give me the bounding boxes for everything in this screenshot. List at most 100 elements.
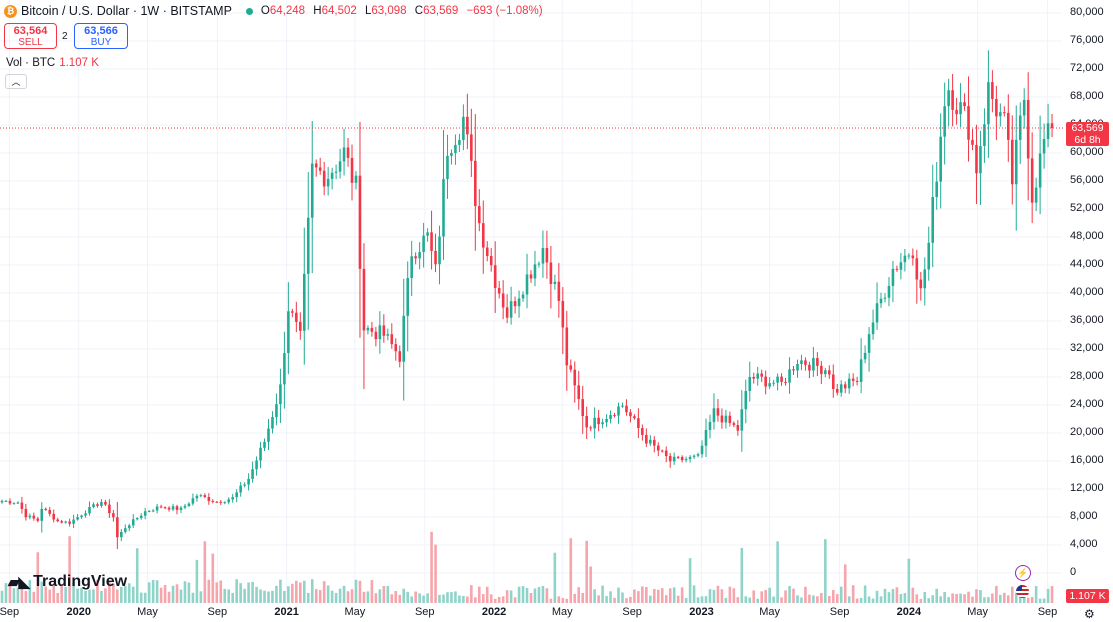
candle-body <box>748 376 752 391</box>
tradingview-logo[interactable]: ▰◣ TradingView <box>8 573 127 591</box>
volume-bar <box>175 584 179 603</box>
event-lightning-icon[interactable]: ⚡ <box>1015 565 1031 581</box>
candle-body <box>231 497 234 500</box>
symbol-title[interactable]: Bitcoin / U.S. Dollar · 1W · BITSTAMP <box>21 4 232 18</box>
volume-bar <box>828 596 831 603</box>
candle-body <box>434 250 437 265</box>
candle-body <box>601 422 604 425</box>
volume-bar <box>227 589 231 603</box>
candle-body <box>820 365 823 375</box>
candle-body <box>517 298 521 307</box>
candle-body <box>991 82 994 100</box>
volume-bar <box>517 586 521 603</box>
candle-body <box>891 268 895 286</box>
candle-body <box>342 147 346 162</box>
candle-body <box>855 380 859 382</box>
time-tick-label: May <box>137 606 158 618</box>
candle-body <box>943 106 946 137</box>
time-tick-label: May <box>967 606 988 618</box>
volume-bar <box>529 593 533 603</box>
ohlc-high: 64,502 <box>321 5 357 17</box>
volume-bar <box>104 588 107 603</box>
volume-bar <box>935 588 938 603</box>
candle-body <box>716 408 720 416</box>
volume-bar <box>684 598 688 603</box>
volume-bar <box>963 594 966 603</box>
volume-bar <box>251 581 254 603</box>
volume-bar <box>875 590 879 603</box>
volume-bar <box>656 589 660 603</box>
time-tick-label: May <box>551 606 573 618</box>
candle-body <box>740 409 744 431</box>
candle-body <box>573 369 577 386</box>
gear-icon[interactable]: ⚙ <box>1084 607 1095 621</box>
volume-bar <box>979 589 982 603</box>
candle-body <box>219 501 223 503</box>
candle-body <box>283 353 286 385</box>
ohlc-change: −693 (−1.08%) <box>466 5 543 17</box>
volume-bar <box>601 585 604 603</box>
volume-bar <box>1026 597 1030 603</box>
price-tick-label: 36,000 <box>1070 314 1104 326</box>
candle-body <box>903 255 907 263</box>
volume-bar <box>302 580 306 603</box>
event-us-flag-icon[interactable] <box>1016 585 1029 598</box>
volume-bar <box>1010 586 1014 603</box>
candle-body <box>52 513 56 520</box>
volume-bar <box>839 586 843 603</box>
volume-bar <box>505 590 509 603</box>
price-tick-label: 76,000 <box>1070 34 1104 46</box>
collapse-legend-button[interactable]: ︿ <box>5 74 27 89</box>
sell-button[interactable]: 63,564 SELL <box>4 23 57 49</box>
buy-button[interactable]: 63,566 BUY <box>74 23 128 49</box>
tradingview-logo-text: TradingView <box>33 573 128 590</box>
volume-legend[interactable]: Vol · BTC 1.107 K <box>6 57 99 69</box>
volume-bar <box>386 585 390 603</box>
price-tick-label: 44,000 <box>1070 258 1104 270</box>
volume-bar <box>883 588 887 603</box>
volume-bar <box>263 590 266 603</box>
candle-body <box>712 408 716 422</box>
candle-body <box>251 469 254 479</box>
time-tick-label: Sep <box>207 606 228 618</box>
candle-body <box>867 334 871 353</box>
candle-body <box>939 136 942 182</box>
candle-body <box>239 485 242 493</box>
bitcoin-icon: ₿ <box>4 4 17 18</box>
volume-bar <box>513 597 517 603</box>
volume-bar <box>267 591 270 603</box>
candle-body <box>362 268 366 331</box>
last-price-tag: 63,569 6d 8h <box>1066 122 1109 146</box>
volume-bar <box>366 591 370 603</box>
volume-bar <box>525 587 529 603</box>
volume-bar <box>676 595 680 603</box>
volume-bar <box>68 536 71 603</box>
volume-bar <box>306 592 310 603</box>
volume-bar <box>700 596 704 603</box>
volume-bar <box>255 586 258 603</box>
volume-bar <box>569 538 573 603</box>
volume-bar <box>239 583 242 603</box>
ohlc-open-key: O <box>260 5 270 17</box>
candle-body <box>207 497 211 501</box>
volume-bar <box>645 587 648 603</box>
volume-bar <box>820 592 823 603</box>
candle-body <box>378 325 382 340</box>
candle-body <box>76 517 79 520</box>
candle-body <box>96 504 99 506</box>
candle-body <box>1003 112 1006 114</box>
volume-bar <box>199 591 203 603</box>
candle-body <box>314 163 318 168</box>
volume-bar <box>470 585 473 603</box>
volume-bar <box>112 583 115 603</box>
candle-body <box>477 206 481 224</box>
candle-body <box>374 331 378 340</box>
candle-body <box>255 460 258 470</box>
candle-body <box>263 441 266 448</box>
volume-bar <box>541 585 545 603</box>
candle-body <box>72 519 75 524</box>
volume-bar <box>283 590 286 603</box>
volume-bar <box>903 593 907 603</box>
candle-body <box>108 504 111 514</box>
